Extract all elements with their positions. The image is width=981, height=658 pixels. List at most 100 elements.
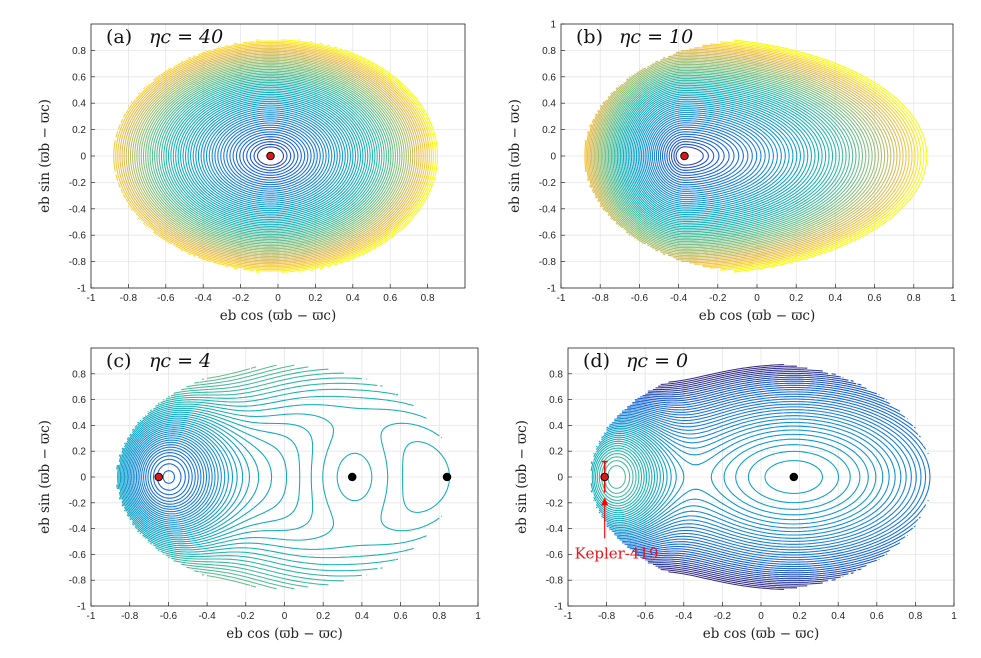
- fixed-point: [789, 472, 799, 482]
- contour-line: [596, 59, 883, 253]
- contour-line: [242, 136, 299, 176]
- y-tick-label: -0.6: [69, 231, 87, 242]
- fixed-point: [266, 151, 275, 161]
- contour-line: [157, 382, 383, 572]
- y-tick-label: -0.4: [539, 204, 557, 215]
- x-tick-label: 0.6: [394, 611, 408, 622]
- contour-line: [194, 364, 277, 590]
- contour-line: [147, 452, 193, 502]
- contour-line: [192, 100, 349, 212]
- contour-line: [650, 118, 762, 194]
- y-tick-label: -1: [77, 284, 86, 295]
- y-tick-label: -0.6: [539, 231, 557, 242]
- contour-line: [653, 122, 753, 190]
- contour-line: [156, 75, 385, 237]
- contour-line: [119, 415, 260, 539]
- contour-line: [609, 422, 877, 532]
- contour-line: [255, 39, 437, 273]
- contour-line: [226, 124, 315, 188]
- contour-line: [598, 432, 661, 522]
- contour-line: [246, 138, 295, 174]
- x-axis-label: eb cos (ϖb − ϖc): [703, 626, 819, 642]
- x-tick-label: 0.2: [308, 293, 322, 304]
- contour-line: [622, 88, 823, 224]
- x-tick-label: -0.2: [709, 293, 727, 304]
- contour-line: [621, 406, 917, 548]
- contour-line: [608, 421, 884, 533]
- contour-line: [154, 73, 387, 239]
- contour-line: [619, 409, 912, 545]
- contour-line: [141, 444, 202, 510]
- panel-title: ηc = 40: [149, 26, 223, 48]
- contour-line: [670, 141, 715, 171]
- y-tick-label: -0.2: [69, 178, 87, 189]
- x-tick-label: -0.8: [121, 611, 139, 622]
- x-tick-label: 0: [754, 293, 760, 304]
- x-tick-label: -0.8: [598, 611, 616, 622]
- contour-line: [217, 118, 324, 194]
- contour-line: [601, 429, 840, 525]
- contour-line: [147, 395, 414, 559]
- y-axis-label: eb sin (ϖb − ϖc): [37, 420, 53, 534]
- x-tick-label: -1: [87, 611, 96, 622]
- contour-line: [603, 66, 867, 246]
- x-tick-label: -0.4: [670, 293, 688, 304]
- contour-line: [644, 112, 774, 200]
- contour-line: [642, 378, 867, 576]
- contour-line: [590, 440, 650, 514]
- y-tick-label: 0.8: [72, 46, 86, 57]
- contour-line: [134, 59, 407, 253]
- contour-line: [590, 438, 653, 516]
- x-tick-label: 0.8: [907, 293, 921, 304]
- x-tick-label: 0: [758, 611, 764, 622]
- contour-line: [645, 376, 862, 578]
- contour-line: [127, 43, 430, 269]
- y-tick-label: -0.4: [69, 204, 87, 215]
- contour-line: [187, 97, 354, 215]
- contour-line: [632, 389, 908, 565]
- x-tick-label: 0.4: [828, 293, 842, 304]
- contour-line: [140, 64, 401, 248]
- y-tick-label: -0.8: [69, 257, 87, 268]
- y-tick-label: 0.8: [72, 369, 86, 380]
- x-tick-label: -0.4: [195, 293, 213, 304]
- y-tick-label: -0.4: [546, 524, 564, 535]
- contour-line: [134, 435, 213, 519]
- contour-line: [593, 56, 889, 256]
- contour-line: [647, 372, 844, 582]
- contour-line: [214, 116, 327, 196]
- contour-line: [614, 417, 896, 537]
- contour-line: [175, 88, 366, 224]
- contour-line: [147, 68, 394, 244]
- contour-line: [600, 63, 873, 249]
- contour-line: [632, 98, 801, 214]
- panel-title: ηc = 10: [619, 26, 693, 48]
- contour-line: [163, 80, 378, 232]
- contour-line: [602, 65, 870, 247]
- contour-line: [208, 112, 333, 200]
- fixed-point: [347, 472, 357, 482]
- y-tick-label: -0.6: [546, 550, 564, 561]
- contour-line: [223, 122, 318, 190]
- contour-line: [639, 106, 786, 206]
- contour-line: [634, 384, 890, 570]
- x-tick-label: -0.6: [637, 611, 655, 622]
- contour-line: [658, 367, 808, 587]
- contour-line: [145, 449, 196, 505]
- contour-line: [733, 40, 925, 272]
- contour-line: [119, 49, 422, 263]
- contour-line: [155, 388, 399, 566]
- y-tick-label: -0.6: [69, 550, 87, 561]
- contour-line: [603, 427, 851, 527]
- x-tick-label: -0.6: [631, 293, 649, 304]
- contour-line: [607, 465, 626, 489]
- x-tick-label: -0.2: [237, 611, 255, 622]
- panel-label: (c): [106, 350, 131, 372]
- y-tick-label: 0.2: [542, 125, 556, 136]
- contour-line: [135, 437, 210, 517]
- x-tick-label: -1: [87, 293, 96, 304]
- contour-line: [601, 431, 824, 523]
- contour-line: [186, 364, 295, 590]
- annotation-label: Kepler-419: [575, 544, 659, 562]
- contour-line: [298, 39, 439, 273]
